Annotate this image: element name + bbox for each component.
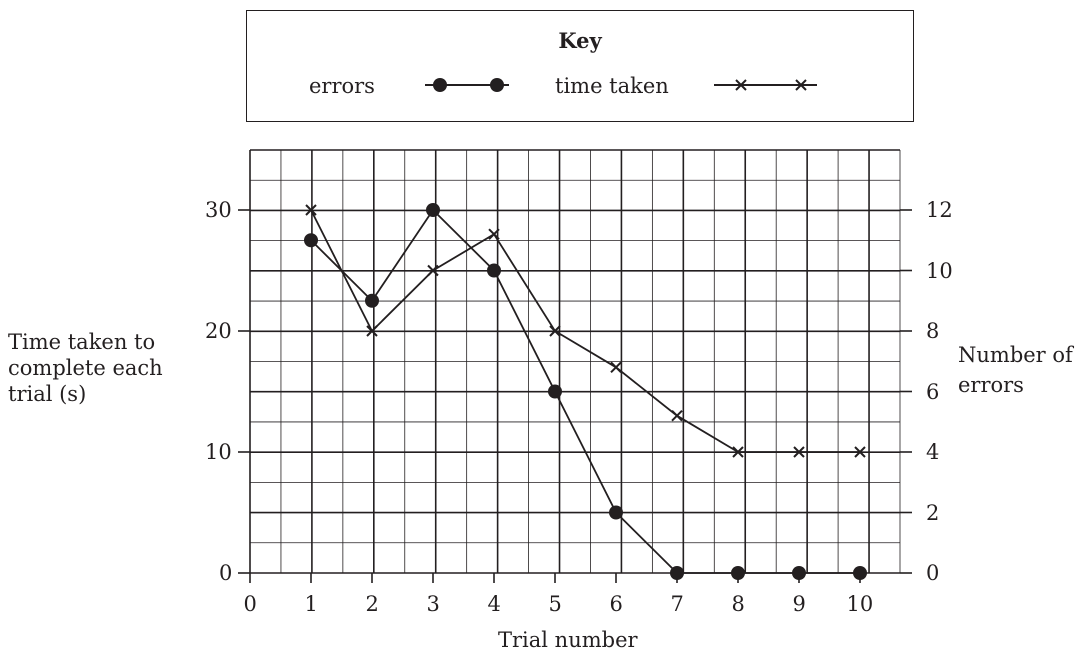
legend-title: Key	[558, 28, 602, 53]
point-errors	[365, 293, 379, 308]
series-line-errors	[310, 208, 860, 574]
x-tick-label: 4	[487, 592, 501, 616]
point-errors	[670, 566, 684, 580]
x-tick-label: 9	[792, 592, 806, 616]
point-time-taken	[671, 409, 683, 422]
x-tick-label: 0	[243, 592, 257, 616]
point-errors	[426, 203, 440, 217]
x-tick-label: 2	[365, 592, 379, 616]
point-time-taken	[854, 446, 866, 458]
x-tick-label: 8	[731, 592, 745, 616]
legend-label-errors: errors	[309, 74, 375, 98]
legend-swatch-errors	[425, 78, 509, 92]
point-errors	[487, 263, 501, 278]
point-time-taken	[793, 446, 805, 458]
left-axis-label: Time taken to	[8, 330, 156, 354]
grid	[249, 149, 901, 574]
right-tick-label: 2	[926, 500, 940, 525]
left-axis-label: complete each	[8, 356, 163, 380]
point-time-taken	[305, 204, 317, 216]
legend-swatches	[425, 78, 817, 92]
point-errors	[304, 233, 318, 248]
right-axis-label: Number of	[958, 343, 1073, 367]
right-tick-label: 0	[926, 561, 940, 585]
legend-swatch-time-taken	[714, 79, 817, 91]
right-tick-label: 12	[926, 198, 953, 222]
x-tick-label: 7	[670, 592, 684, 616]
data-markers	[304, 203, 867, 580]
right-tick-label: 8	[926, 319, 940, 343]
left-tick-label: 20	[205, 319, 232, 343]
right-tick-label: 4	[926, 440, 940, 464]
point-time-taken	[549, 325, 561, 337]
legend: Key errors time taken	[246, 10, 914, 122]
point-time-taken	[488, 228, 500, 240]
point-errors	[731, 566, 745, 580]
point-errors	[609, 505, 623, 520]
series-line-time-taken	[310, 209, 860, 453]
left-tick-label: 0	[219, 561, 233, 585]
x-tick-label: 6	[609, 592, 623, 616]
legend-label-time-taken: time taken	[555, 74, 669, 98]
left-axis-label: trial (s)	[8, 382, 87, 406]
point-time-taken	[610, 361, 622, 374]
x-axis-label: Trial number	[498, 628, 638, 652]
right-tick-label: 6	[926, 379, 940, 404]
x-tick-label: 5	[548, 592, 562, 616]
left-tick-label: 30	[205, 198, 232, 222]
point-time-taken	[366, 325, 378, 337]
point-errors	[792, 566, 806, 580]
right-tick-label: 10	[926, 258, 953, 283]
x-tick-label: 10	[846, 592, 874, 616]
point-errors	[853, 566, 867, 580]
x-tick-label: 3	[426, 592, 440, 616]
point-time-taken	[427, 264, 439, 277]
series-lines	[310, 208, 860, 574]
right-axis-label: errors	[958, 373, 1024, 397]
left-tick-label: 10	[205, 440, 232, 464]
point-time-taken	[732, 446, 744, 458]
x-tick-label: 1	[304, 592, 318, 616]
point-errors	[548, 384, 562, 399]
